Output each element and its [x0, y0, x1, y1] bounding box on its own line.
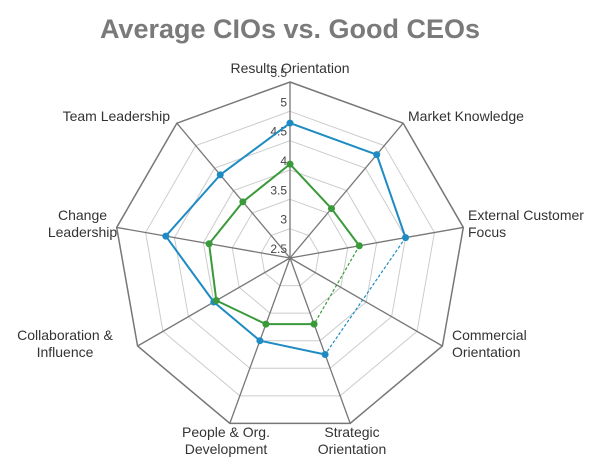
data-point — [373, 151, 381, 159]
series-line — [208, 243, 218, 301]
data-point — [212, 297, 220, 305]
data-point — [327, 205, 335, 213]
axis-spoke — [289, 257, 443, 347]
category-label: Strategic Orientation — [317, 424, 387, 457]
data-point — [286, 160, 294, 168]
chart-title: Average CIOs vs. Good CEOs — [99, 14, 481, 44]
series-line — [259, 339, 326, 356]
data-point — [256, 337, 264, 345]
category-label: Collaboration & Influence — [17, 327, 113, 360]
category-label: Commercial Orientation — [452, 327, 527, 360]
series-line — [330, 207, 361, 247]
series-line — [324, 237, 407, 355]
series-line — [165, 174, 221, 237]
category-label: People & Org. Development — [182, 424, 270, 457]
axis-spoke — [289, 257, 351, 424]
category-label: Change Leadership — [47, 207, 118, 240]
r-tick-label: 2.5 — [270, 242, 287, 256]
series-line — [164, 235, 215, 303]
series-line — [313, 245, 360, 325]
grid-line — [145, 110, 435, 397]
grid-line — [231, 198, 349, 314]
grid-line — [115, 81, 465, 425]
category-label: Team Leadership — [62, 108, 170, 124]
series-line — [289, 163, 333, 210]
series-line — [208, 201, 244, 245]
series-line — [215, 299, 267, 326]
r-tick-label: 3.5 — [270, 183, 287, 197]
r-tick-label: 5.5 — [270, 66, 287, 80]
category-label: External Customer Focus — [468, 207, 584, 240]
category-label: Market Knowledge — [408, 108, 524, 124]
data-point — [262, 320, 270, 328]
r-tick-label: 5 — [280, 95, 287, 109]
series-line — [375, 154, 407, 238]
axis-spoke — [289, 226, 464, 259]
axis-spoke — [116, 226, 291, 259]
r-tick-label: 3 — [280, 213, 287, 227]
data-point — [402, 234, 410, 242]
category-label: Results Orientation — [230, 60, 350, 76]
data-point — [310, 320, 318, 328]
data-point — [321, 350, 329, 358]
axis-spoke — [176, 122, 291, 259]
data-point — [162, 232, 170, 240]
data-point — [355, 242, 363, 250]
grid-line — [260, 228, 320, 287]
r-tick-label: 4 — [280, 154, 287, 168]
axis-spoke — [289, 122, 404, 259]
series-line — [213, 301, 261, 342]
grid-line — [202, 169, 378, 342]
series-line — [219, 122, 291, 176]
series-line — [242, 163, 291, 203]
data-point — [239, 198, 247, 206]
data-point — [286, 119, 294, 127]
data-point — [205, 240, 213, 248]
data-point — [216, 171, 224, 179]
series-line — [289, 122, 378, 156]
